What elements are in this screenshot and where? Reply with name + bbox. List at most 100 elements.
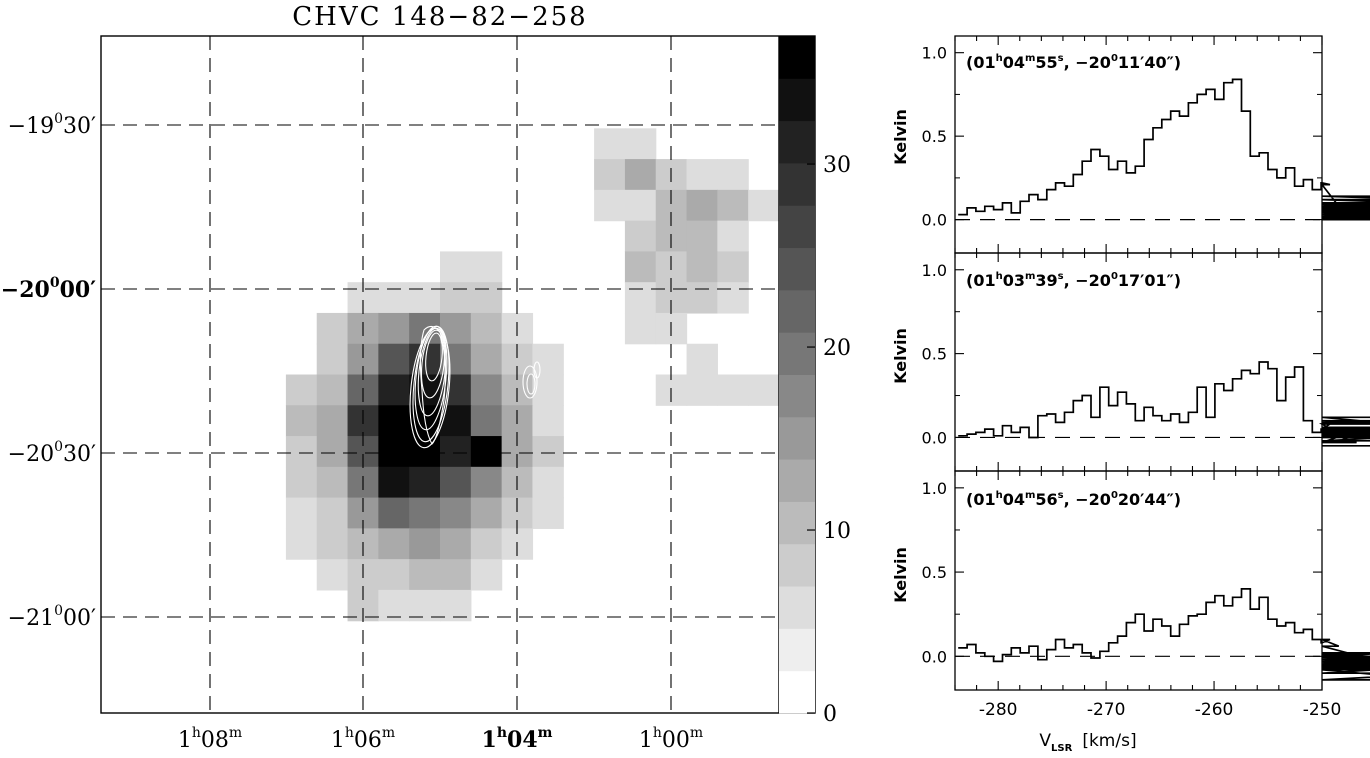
map-pixel	[378, 559, 410, 591]
spectrum-ytick-label: 0.0	[922, 647, 947, 666]
map-pixel	[624, 128, 657, 160]
colorbar-swatch	[779, 459, 815, 502]
map-pixel	[686, 343, 718, 376]
map-pixel	[378, 589, 410, 622]
map-pixel-layer	[285, 128, 780, 622]
map-pixel	[378, 374, 410, 406]
colorbar	[779, 36, 815, 714]
map-pixel	[470, 343, 503, 376]
map-pixel	[440, 497, 472, 529]
map-pixel	[440, 282, 472, 314]
map-pixel	[748, 189, 780, 222]
map-pixel	[686, 282, 718, 314]
map-pixel	[717, 189, 749, 222]
spectrum-ytick-label: 1.0	[922, 479, 947, 498]
map-pixel	[532, 436, 564, 468]
dec-tick-label: −21000′	[8, 603, 96, 631]
map-pixel	[594, 128, 626, 160]
map-pixel	[470, 405, 503, 437]
map-pixel	[686, 374, 718, 406]
map-pixel	[532, 374, 564, 406]
map-pixel	[378, 436, 410, 468]
map-pixel	[717, 251, 749, 283]
map-pixel	[532, 343, 564, 376]
spectrum-ylabel: Kelvin	[891, 328, 910, 384]
map-pixel	[440, 589, 472, 622]
map-pixel	[316, 405, 349, 437]
ra-tick-label: 1h00m	[639, 725, 703, 753]
contour-level	[425, 332, 443, 382]
map-pixel	[594, 189, 626, 222]
spectra-panels: 0.0 0.5 1.0 0.0 0.5 1.0 0.0 0.5 1.0 -280 -270 -260 -…	[922, 35, 1370, 720]
map-pixel	[440, 559, 472, 591]
map-pixel	[686, 159, 718, 191]
dec-tick-label: −20000′	[1, 275, 96, 303]
map-pixel	[316, 312, 349, 345]
map-pixel	[532, 497, 564, 529]
map-pixel	[717, 220, 749, 253]
map-pixel	[285, 405, 318, 437]
spectrum-ytick-label: 0.5	[922, 345, 947, 364]
map-pixel	[470, 312, 503, 345]
map-pixel	[686, 251, 718, 283]
spectrum-xtick-label: -260	[1195, 700, 1234, 720]
spectrum-ytick-label: 0.0	[922, 428, 947, 447]
spectrum-position-label: (01h04m56s, −20020′44″)	[966, 490, 1181, 509]
colorbar-swatch	[779, 586, 815, 629]
hvc-contour-overlay	[409, 325, 541, 449]
map-pixel	[409, 466, 441, 499]
colorbar-swatch	[779, 416, 815, 460]
map-pixel	[285, 436, 318, 468]
map-pixel	[316, 559, 349, 591]
spectrum-position-label: (01h03m39s, −20017′01″)	[966, 271, 1181, 290]
map-pixel	[470, 559, 503, 591]
colorbar-swatch	[779, 162, 815, 206]
map-pixel	[378, 405, 410, 437]
colorbar-tick-label: 20	[823, 336, 851, 361]
colorbar-swatch	[779, 36, 815, 79]
map-pixel	[624, 251, 657, 283]
coordinate-grid	[101, 36, 779, 713]
colorbar-swatch	[779, 289, 815, 333]
map-pixel	[624, 159, 657, 191]
map-pixel	[440, 528, 472, 560]
map-pixel	[378, 497, 410, 529]
map-pixel	[285, 374, 318, 406]
map-pixel	[409, 589, 441, 622]
map-pixel	[378, 343, 410, 376]
map-title: CHVC 148−82−258	[292, 2, 587, 32]
colorbar-swatch	[779, 247, 815, 291]
colorbar-swatch	[779, 120, 815, 164]
colorbar-tick-label: 0	[823, 702, 837, 727]
map-pixel	[285, 466, 318, 499]
map-pixel	[686, 220, 718, 253]
map-pixel	[532, 405, 564, 437]
colorbar-ticks: 0 10 20 30	[807, 153, 851, 727]
map-pixel	[316, 374, 349, 406]
contour-level	[533, 361, 541, 379]
map-pixel	[378, 312, 410, 345]
colorbar-swatch	[779, 374, 815, 418]
map-pixel	[409, 282, 441, 314]
map-pixel	[285, 497, 318, 529]
map-pixel	[470, 436, 503, 468]
map-pixel	[717, 282, 749, 314]
map-pixel	[624, 282, 657, 314]
spectrum-frame	[954, 470, 1323, 691]
map-pixel	[378, 282, 410, 314]
colorbar-swatch	[779, 501, 815, 545]
map-pixel	[470, 528, 503, 560]
map-pixel	[440, 251, 472, 283]
map-pixel	[440, 466, 472, 499]
map-pixel	[409, 559, 441, 591]
spectrum-line	[958, 361, 1370, 447]
map-pixel	[440, 405, 472, 437]
contour-level	[420, 329, 446, 399]
map-pixel	[470, 374, 503, 406]
map-pixel	[316, 528, 349, 560]
spectrum-position-label: (01h04m55s, −20011′40″)	[966, 53, 1181, 72]
map-pixel	[717, 159, 749, 191]
colorbar-swatch	[779, 543, 815, 587]
colorbar-swatch	[779, 628, 815, 672]
